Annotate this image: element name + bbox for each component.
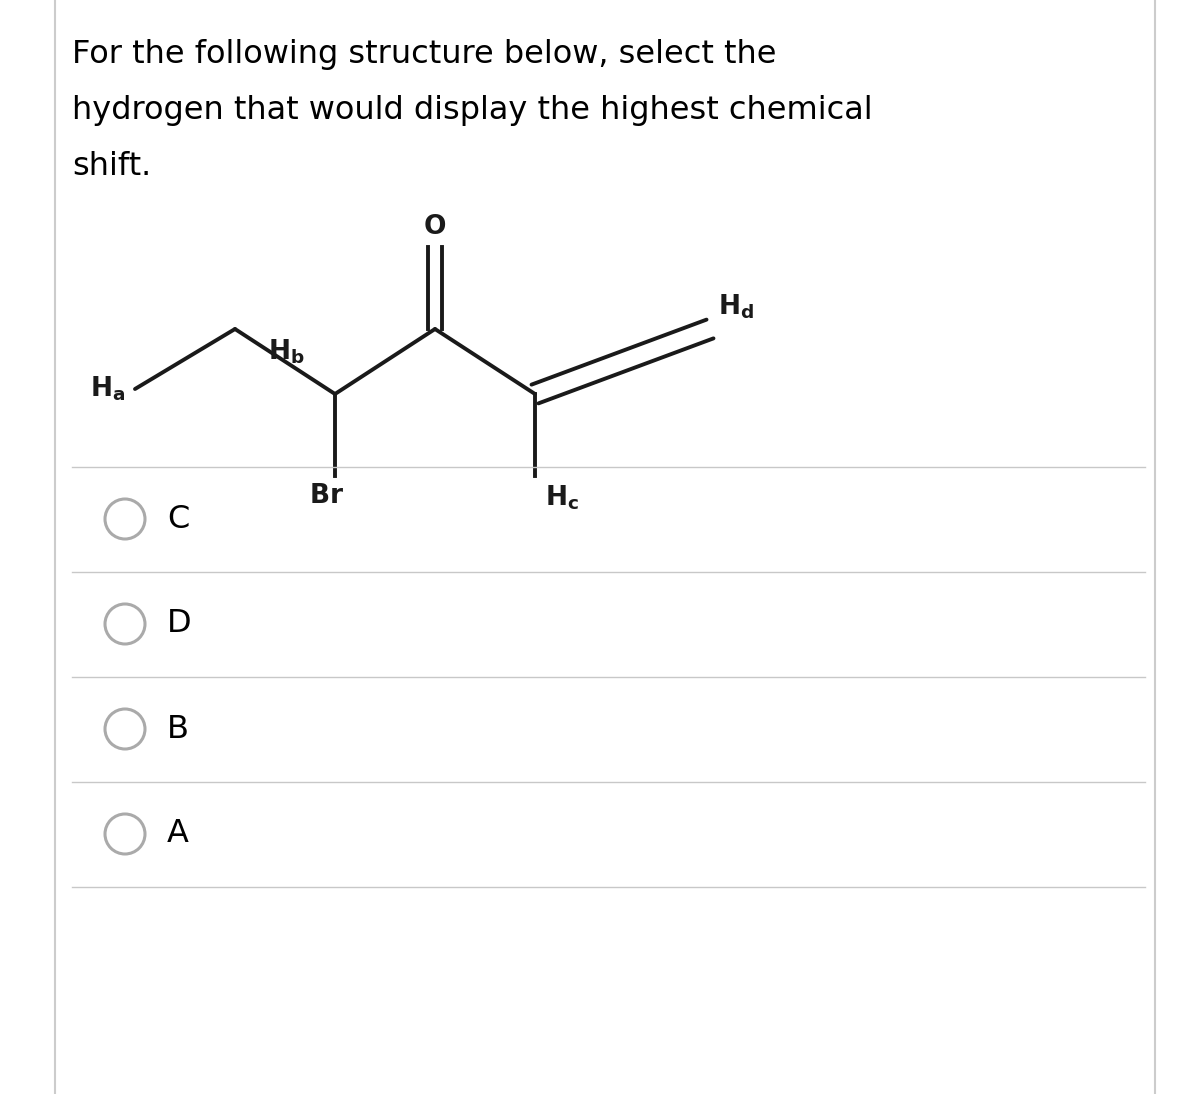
Text: $\mathbf{O}$: $\mathbf{O}$	[424, 214, 446, 240]
Text: For the following structure below, select the: For the following structure below, selec…	[72, 39, 776, 70]
Text: $\mathbf{H_b}$: $\mathbf{H_b}$	[269, 338, 305, 366]
Text: A: A	[167, 818, 188, 850]
Text: $\mathbf{Br}$: $\mathbf{Br}$	[310, 482, 344, 509]
Text: $\mathbf{H_c}$: $\mathbf{H_c}$	[545, 482, 580, 512]
Text: shift.: shift.	[72, 151, 151, 182]
Text: hydrogen that would display the highest chemical: hydrogen that would display the highest …	[72, 95, 872, 126]
Text: $\mathbf{H_d}$: $\mathbf{H_d}$	[718, 292, 754, 321]
Text: C: C	[167, 503, 190, 535]
Text: $\mathbf{H_a}$: $\mathbf{H_a}$	[90, 375, 125, 404]
Text: B: B	[167, 713, 190, 745]
Text: D: D	[167, 608, 192, 640]
